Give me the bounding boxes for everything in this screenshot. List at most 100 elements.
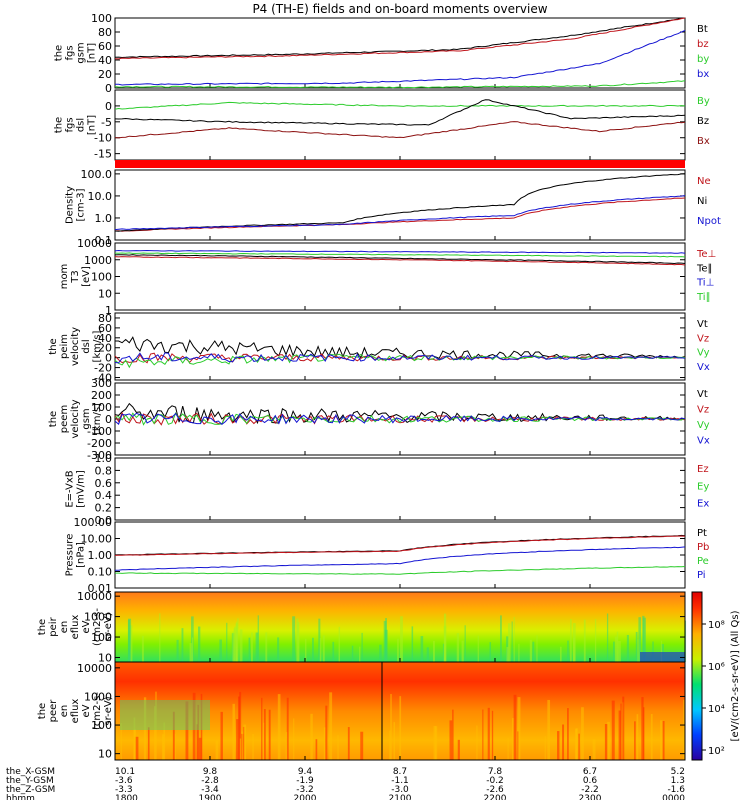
- spectrogram-streak: [390, 694, 392, 760]
- series-2: [114, 121, 686, 139]
- legend-1: Ey: [697, 481, 709, 492]
- spectrogram-streak: [607, 721, 610, 760]
- spectrogram-streak: [185, 701, 189, 760]
- spectrogram-streak: [616, 631, 619, 662]
- x-tick-value: -0.2: [486, 776, 504, 786]
- y-tick-label: -200: [87, 437, 112, 450]
- legend-0: Te⊥: [696, 249, 716, 260]
- series-3: [114, 546, 686, 571]
- spectrogram-streak: [506, 646, 509, 662]
- spectrogram-streak: [329, 692, 333, 760]
- legend-2: Pe: [697, 556, 709, 567]
- y-axis-label: mom: [59, 264, 70, 290]
- spectrogram-streak: [197, 704, 200, 760]
- y-axis-label: en: [59, 705, 70, 718]
- y-tick-label: 0.01: [88, 582, 113, 595]
- legend-0: Pt: [697, 528, 707, 539]
- y-tick-label: 300: [91, 377, 112, 390]
- spectrogram-streak: [172, 711, 175, 760]
- y-tick-label: 100: [91, 12, 112, 25]
- y-axis-label: [nT]: [87, 43, 98, 63]
- spectrogram-streak: [618, 640, 621, 662]
- spectrogram-streak: [544, 736, 546, 760]
- spectrogram-streak: [650, 713, 653, 760]
- y-axis-label: T3: [70, 270, 81, 283]
- x-tick-value: 2200: [484, 794, 507, 800]
- y-tick-label: 10000: [77, 590, 112, 603]
- panel-9: 10 100 1000 10000 the peer en eflux eV (cm2-s-sr-…: [37, 661, 686, 761]
- spectrogram-streak: [573, 637, 575, 662]
- panel-frame: [114, 521, 686, 589]
- y-tick-label: -15: [94, 148, 112, 161]
- x-tick-value: 8.7: [393, 767, 407, 777]
- spectrogram-streak: [226, 622, 228, 662]
- spectrogram-streak: [332, 641, 335, 662]
- spectrogram-streak: [312, 637, 314, 662]
- y-axis-label: (cm2-s-: [92, 608, 103, 646]
- legend-0: Vt: [697, 319, 708, 330]
- y-tick-label: 200: [91, 389, 112, 402]
- series-3: [114, 352, 686, 364]
- x-tick-value: 1900: [199, 794, 222, 800]
- spectrogram-streak: [517, 697, 521, 760]
- x-tick-value: -1.1: [391, 776, 409, 786]
- spectrogram-streak: [318, 618, 321, 662]
- colorbar-tick-label: 10²: [708, 746, 725, 757]
- y-tick-label: 1000: [84, 611, 112, 624]
- spectrogram-streak: [442, 643, 445, 662]
- y-tick-label: -20: [94, 362, 112, 375]
- spectrogram-streak: [557, 731, 560, 760]
- spectrogram-streak: [159, 613, 161, 662]
- spectrogram-streak: [449, 720, 453, 760]
- y-tick-label: -100: [87, 425, 112, 438]
- spectrogram-streak: [662, 721, 665, 760]
- y-tick-label: 40: [98, 54, 112, 67]
- y-axis-label: fgs: [65, 117, 76, 132]
- x-tick-value: 0.6: [583, 776, 598, 786]
- y-tick-label: 100: [91, 719, 112, 732]
- spectrogram-streak: [325, 705, 328, 760]
- spectrogram-streak: [592, 739, 596, 760]
- x-tick-value: 9.4: [298, 767, 313, 777]
- spectrogram-streak: [219, 639, 222, 662]
- spectrogram-streak: [512, 718, 515, 760]
- spectrogram-streak: [559, 646, 562, 662]
- y-tick-label: -5: [101, 116, 112, 129]
- y-tick-label: 60: [98, 322, 112, 335]
- y-axis-label: the: [48, 338, 59, 354]
- spectrogram-streak: [618, 710, 621, 760]
- spectrogram-streak: [461, 640, 464, 662]
- spectrogram-streak: [384, 629, 388, 662]
- x-row-label: the_X-GSM: [6, 767, 55, 777]
- y-tick-label: 10: [98, 748, 112, 761]
- x-tick-value: -3.6: [115, 776, 133, 786]
- y-axis-label: [nPa]: [76, 542, 87, 568]
- legend-3: Pi: [697, 570, 706, 581]
- y-tick-label: 0.2: [95, 502, 113, 515]
- y-tick-label: 10.0: [88, 190, 113, 203]
- spectrogram-streak: [163, 722, 166, 760]
- y-tick-label: 0: [105, 413, 112, 426]
- spectrogram-streak: [507, 737, 509, 760]
- panel-6: 0.00.20.40.60.81.0 E=-VxB [mV/m] Ez Ey Ex: [65, 452, 710, 527]
- spectrogram-streak: [464, 625, 466, 662]
- spectrogram-streak: [255, 632, 259, 662]
- spectrogram-streak: [236, 719, 239, 760]
- spectrogram-streak: [257, 615, 259, 662]
- panel-frame: [114, 312, 686, 381]
- y-axis-label: peem: [59, 405, 70, 433]
- y-tick-label: 0.1: [95, 234, 113, 247]
- spectrogram-streak: [285, 732, 288, 760]
- panel-7: 0.01 0.10 1.00 10.00 100.00 Pressure [nPa] Pt Pb…: [65, 516, 710, 595]
- spectrogram-streak: [181, 628, 184, 662]
- spectrogram-streak: [457, 739, 460, 760]
- legend-1: bz: [697, 39, 709, 50]
- spectrogram-streak: [433, 726, 437, 760]
- spectrogram-streak: [248, 637, 251, 662]
- spectrogram-streak: [261, 697, 263, 760]
- spectrogram-streak: [237, 696, 241, 760]
- legend-3: Vx: [697, 436, 710, 447]
- spectrogram-streak: [482, 709, 484, 760]
- spectrogram-streak: [161, 734, 165, 760]
